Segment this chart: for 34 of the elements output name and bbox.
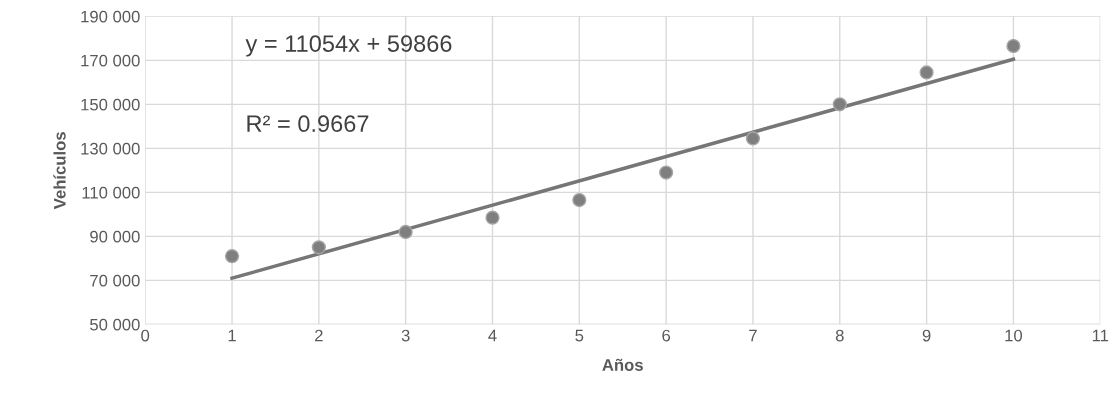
point: [224, 249, 240, 264]
point: [659, 165, 674, 180]
x-tick-label: 9: [922, 329, 931, 342]
annotation: R² = 0.9667: [247, 115, 369, 133]
y-tick-label: 190 000: [81, 10, 140, 23]
x-tick-label: 7: [749, 329, 757, 342]
x-tick-label: 6: [662, 329, 671, 342]
x-tick-label: 1: [228, 329, 236, 342]
y-tick-label: 50 000: [90, 318, 140, 331]
point: [745, 131, 761, 146]
point: [919, 65, 934, 80]
x-tick-label: 8: [835, 329, 844, 342]
y-tick-label: 130 000: [81, 142, 140, 155]
x-tick-label: 2: [315, 329, 323, 342]
x-tick-label: 5: [575, 329, 584, 342]
y-tick-label: 150 000: [81, 98, 140, 111]
point: [398, 224, 413, 240]
y-tick-label: 110 000: [82, 186, 140, 199]
point: [572, 192, 587, 208]
x-tick-label: 4: [488, 329, 497, 342]
x-tick-label: 11: [1092, 329, 1109, 342]
x-tick-label: 3: [401, 329, 410, 342]
y-tick-label: 170 000: [81, 54, 140, 67]
y-axis-title: Vehículos: [53, 132, 66, 210]
x-axis-title: Años: [602, 358, 643, 371]
point: [485, 210, 500, 225]
point: [311, 240, 326, 255]
annotation: y = 11054x + 59866: [245, 35, 452, 57]
x-tick-label: 0: [141, 329, 150, 342]
x-tick-label: 10: [1005, 329, 1023, 342]
y-tick-label: 70 000: [90, 274, 140, 287]
point: [1006, 38, 1021, 54]
point: [832, 97, 847, 112]
y-tick-label: 90 000: [90, 230, 140, 243]
